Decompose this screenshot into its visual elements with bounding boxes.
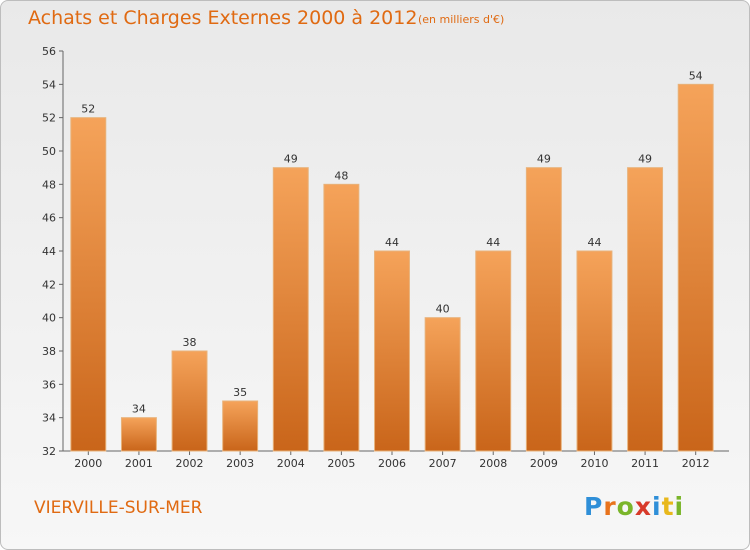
x-tick-label: 2001 [125,457,153,470]
bar [627,167,664,452]
bar-value-label: 49 [284,153,298,166]
bar-labels: 52 34 38 35 49 48 44 40 44 49 44 49 54 [81,69,702,415]
x-tick-label: 2003 [226,457,254,470]
bar-value-label: 52 [81,103,95,116]
bar [323,183,360,452]
bar-value-label: 40 [436,303,450,316]
x-axis: 2000 2001 2002 2003 2004 2005 2006 2007 2008 2009… [63,450,729,470]
bar-value-label: 54 [689,69,703,82]
x-tick-label: 2010 [580,457,608,470]
y-tick-label: 46 [42,212,56,225]
chart-subtitle: (en milliers d'€) [418,13,505,26]
commune-name: VIERVILLE-SUR-MER [34,498,203,518]
y-tick-label: 54 [42,78,56,91]
chart-title: Achats et Charges Externes 2000 à 2012 [28,7,418,29]
x-tick-label: 2008 [479,457,507,470]
x-tick-label: 2011 [631,457,659,470]
x-tick-label: 2007 [429,457,457,470]
y-tick-label: 34 [42,412,56,425]
proxiti-logo: Proxiti [584,492,685,521]
bar [70,117,107,452]
x-tick-label: 2004 [277,457,305,470]
x-tick-label: 2009 [530,457,558,470]
bar [222,400,259,452]
bar-value-label: 34 [132,403,146,416]
bar-value-label: 49 [638,153,652,166]
y-tick-label: 52 [42,112,56,125]
bars [70,83,714,452]
y-tick-label: 44 [42,245,56,258]
bar [525,167,562,452]
bar [424,317,461,452]
y-axis: 32 34 36 38 40 42 44 46 48 50 52 54 56 [42,45,64,458]
bar [120,417,157,452]
bar-value-label: 49 [537,153,551,166]
y-tick-label: 32 [42,445,56,458]
bar-value-label: 38 [183,336,197,349]
x-tick-label: 2012 [682,457,710,470]
bar-value-label: 35 [233,386,247,399]
bar-value-label: 44 [587,236,601,249]
y-tick-label: 56 [42,45,56,58]
y-tick-label: 38 [42,345,56,358]
y-tick-label: 36 [42,378,56,391]
x-tick-label: 2005 [327,457,355,470]
bar-value-label: 48 [334,169,348,182]
bar [475,250,512,452]
y-tick-label: 48 [42,178,56,191]
x-tick-label: 2002 [176,457,204,470]
y-tick-label: 42 [42,278,56,291]
bar-value-label: 44 [385,236,399,249]
bar [171,350,208,452]
y-tick-label: 40 [42,312,56,325]
bar [677,83,714,452]
bar-value-label: 44 [486,236,500,249]
bar [272,167,309,452]
y-tick-label: 50 [42,145,56,158]
bar [374,250,410,452]
x-tick-label: 2000 [74,457,102,470]
bar [576,250,613,452]
x-tick-label: 2006 [378,457,406,470]
